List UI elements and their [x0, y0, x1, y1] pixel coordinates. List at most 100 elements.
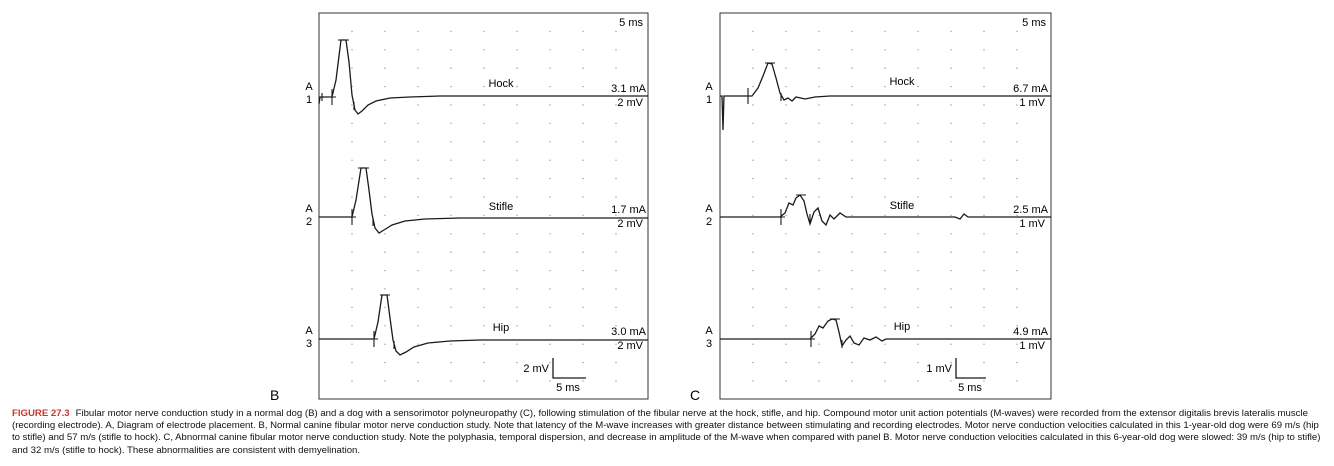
grid-dot [851, 49, 853, 51]
grid-dot [483, 361, 485, 364]
grid-dot [1016, 325, 1018, 327]
panel-c: 5 ms A 1 Hock 6.7 mA 1 mV A 2 Stifle 2.5… [690, 12, 1052, 403]
grid-dot [582, 104, 584, 106]
grid-dot [549, 233, 551, 235]
grid-dot [516, 288, 518, 290]
grid-dot [752, 122, 754, 125]
grid-dot [582, 380, 584, 382]
figure-caption: FIGURE 27.3 Fibular motor nerve conductio… [12, 408, 1324, 457]
grid-dot [818, 177, 820, 180]
grid-dot [417, 380, 419, 382]
grid-dot [884, 214, 886, 217]
grid-dot [1016, 85, 1018, 88]
grid-dot [483, 30, 485, 33]
grid-dot [851, 141, 853, 143]
grid-dot [615, 85, 617, 88]
grid-dot [851, 288, 853, 290]
panel-b-trace2-channel: A [305, 203, 313, 215]
grid-dot [785, 196, 787, 198]
grid-dot [851, 380, 853, 382]
grid-dot [851, 269, 853, 272]
panel-b-trace2-gain: 2 mV [617, 218, 643, 230]
grid-dot [450, 67, 452, 69]
grid-dot [516, 67, 518, 69]
grid-dot [516, 343, 518, 345]
grid-dot [1016, 104, 1018, 106]
grid-dot [417, 214, 419, 217]
panel-c-trace3-index: 3 [706, 338, 712, 350]
grid-dot [1016, 251, 1018, 253]
grid-dot [752, 49, 754, 51]
grid-dot [483, 159, 485, 161]
grid-dot [818, 159, 820, 161]
grid-dot [752, 343, 754, 345]
grid-dot [384, 306, 386, 309]
grid-dot [785, 49, 787, 51]
grid-dot [1016, 141, 1018, 143]
panel-c-trace3-channel: A [705, 325, 713, 337]
grid-dot [950, 288, 952, 290]
grid-dot [384, 30, 386, 33]
grid-dot [384, 177, 386, 180]
grid-dot [1016, 269, 1018, 272]
grid-dot [549, 67, 551, 69]
grid-dot [483, 122, 485, 125]
grid-dot [785, 214, 787, 217]
grid-dot [950, 343, 952, 345]
grid-dot [752, 85, 754, 88]
grid-dot [1016, 306, 1018, 309]
panel-b-trace3-site: Hip [493, 322, 510, 334]
panel-c-dot-grid [752, 30, 1018, 382]
grid-dot [450, 233, 452, 235]
grid-dot [549, 325, 551, 327]
panel-b-trace3-gain: 2 mV [617, 340, 643, 352]
grid-dot [851, 306, 853, 309]
grid-dot [516, 214, 518, 217]
grid-dot [950, 159, 952, 161]
grid-dot [615, 196, 617, 198]
grid-dot [884, 177, 886, 180]
grid-dot [851, 233, 853, 235]
grid-dot [752, 104, 754, 106]
grid-dot [752, 159, 754, 161]
grid-dot [983, 325, 985, 327]
figure-caption-text: Fibular motor nerve conduction study in … [12, 408, 1321, 456]
grid-dot [615, 67, 617, 69]
panel-b-trace3-current: 3.0 mA [611, 326, 647, 338]
grid-dot [417, 159, 419, 161]
panel-c-trace2-site: Stifle [890, 200, 914, 212]
grid-dot [516, 233, 518, 235]
grid-dot [615, 343, 617, 345]
grid-dot [516, 177, 518, 180]
panel-b-trace2-site: Stifle [489, 201, 513, 213]
grid-dot [917, 177, 919, 180]
panel-b-scale-bar [552, 358, 586, 379]
grid-dot [483, 49, 485, 51]
grid-dot [818, 361, 820, 364]
grid-dot [615, 122, 617, 125]
grid-dot [384, 233, 386, 235]
grid-dot [1016, 159, 1018, 161]
grid-dot [483, 214, 485, 217]
grid-dot [516, 30, 518, 33]
grid-dot [549, 361, 551, 364]
grid-dot [884, 49, 886, 51]
grid-dot [450, 177, 452, 180]
grid-dot [615, 269, 617, 272]
grid-dot [417, 141, 419, 143]
grid-dot [785, 251, 787, 253]
grid-dot [917, 85, 919, 88]
grid-dot [351, 325, 353, 327]
grid-dot [950, 233, 952, 235]
grid-dot [818, 214, 820, 217]
grid-dot [917, 325, 919, 327]
grid-dot [417, 233, 419, 235]
panel-c-trace2-channel: A [705, 203, 713, 215]
grid-dot [752, 325, 754, 327]
grid-dot [818, 343, 820, 345]
grid-dot [483, 269, 485, 272]
grid-dot [417, 361, 419, 364]
panel-b-label: B [270, 387, 279, 403]
grid-dot [417, 49, 419, 51]
grid-dot [1016, 380, 1018, 382]
